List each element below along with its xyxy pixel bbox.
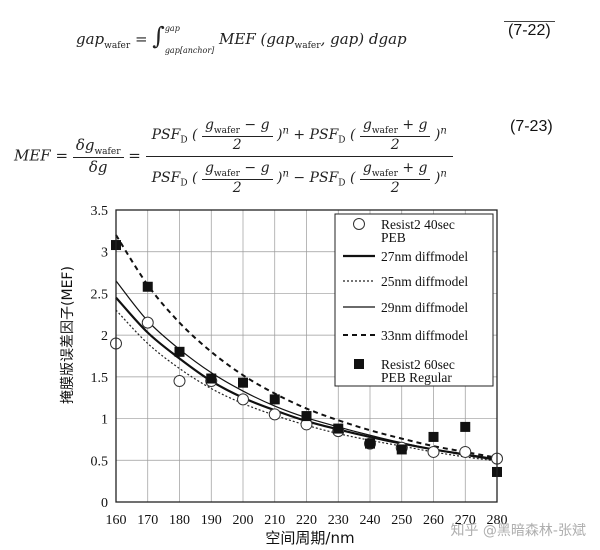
- x-axis-label: 空间周期/nm: [265, 529, 354, 547]
- data-point-square: [396, 444, 407, 455]
- legend-label: PEB: [381, 230, 406, 245]
- y-tick-label: 1: [101, 413, 108, 428]
- data-point-circle: [237, 393, 249, 406]
- legend-label: PEB Regular: [381, 370, 452, 385]
- x-tick-label: 190: [201, 513, 222, 528]
- x-tick-label: 250: [391, 513, 412, 528]
- legend-label: 27nm diffmodel: [381, 249, 468, 264]
- y-tick-label: 1.5: [91, 371, 109, 386]
- data-point-circle: [268, 408, 281, 421]
- data-point-square: [174, 346, 185, 357]
- series-line: [115, 234, 498, 459]
- x-tick-label: 230: [328, 513, 349, 528]
- axes: 160 170 180 190 200 210 220 230 240 250 260 270 2800…: [91, 204, 508, 528]
- data-point-square: [301, 411, 312, 422]
- y-tick-label: 2.5: [91, 287, 109, 302]
- x-tick-label: 170: [137, 513, 158, 528]
- equation-7-22-number: (7-22): [504, 21, 555, 40]
- y-tick-label: 3.5: [91, 204, 109, 219]
- legend-symbol-circle: [353, 218, 365, 230]
- legend-label: Resist2 40sec: [381, 217, 455, 232]
- legend-label: 33nm diffmodel: [381, 328, 468, 343]
- legend-label: Resist2 60sec: [381, 357, 455, 372]
- x-tick-label: 270: [455, 513, 476, 528]
- x-tick-label: 280: [487, 513, 508, 528]
- data-point-square: [206, 373, 217, 384]
- equation-7-22: gapwafer = ∫ gap gap[anchor] MEF (gapwafer…: [76, 22, 407, 55]
- data-point-circle: [459, 445, 472, 458]
- legend-symbol-square: [354, 359, 364, 369]
- plot-frame: [115, 209, 498, 503]
- legend-label: 25nm diffmodel: [381, 274, 468, 289]
- y-tick-label: 0.5: [91, 454, 109, 469]
- x-tick-label: 220: [296, 513, 317, 528]
- data-point-square: [142, 281, 153, 292]
- x-tick-label: 200: [233, 513, 254, 528]
- y-tick-label: 3: [101, 246, 108, 261]
- data-point-square: [460, 421, 471, 432]
- x-tick-label: 210: [264, 513, 285, 528]
- data-point-square: [238, 377, 248, 388]
- equation-7-23-number: (7-23): [510, 118, 553, 135]
- data-point-square: [333, 423, 344, 434]
- data-point-circle: [141, 316, 154, 329]
- legend-label: 29nm diffmodel: [381, 300, 468, 315]
- y-tick-label: 2: [101, 329, 108, 344]
- x-tick-label: 240: [360, 513, 381, 528]
- y-axis-label: 掩膜版误差因子(MEF): [60, 266, 76, 404]
- y-tick-label: 0: [101, 496, 108, 511]
- legend-box: [334, 213, 494, 387]
- x-tick-label: 160: [106, 513, 127, 528]
- x-tick-label: 180: [169, 513, 190, 528]
- data-point-square: [365, 438, 375, 449]
- data-point-circle: [427, 445, 440, 458]
- x-tick-label: 260: [423, 513, 444, 528]
- data-point-square: [269, 394, 280, 405]
- data-point-square: [428, 431, 439, 442]
- data-point-circle: [173, 375, 186, 388]
- watermark: 知乎 @黑暗森林-张斌: [450, 523, 586, 539]
